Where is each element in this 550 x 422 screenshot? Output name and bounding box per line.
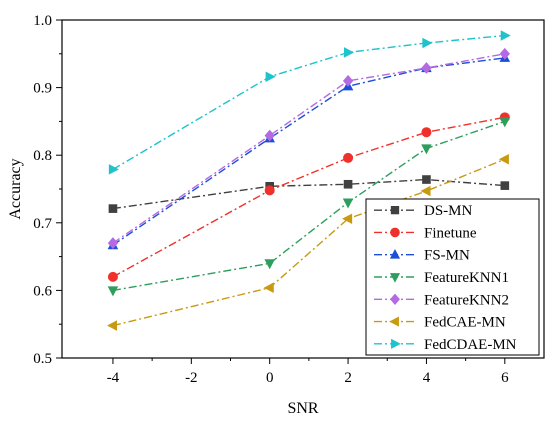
data-point <box>343 179 353 189</box>
data-point <box>421 144 432 155</box>
data-point <box>108 164 119 175</box>
y-axis-title: Accuracy <box>7 158 24 219</box>
x-tick-label: -4 <box>107 370 120 386</box>
data-point <box>422 175 431 184</box>
x-tick-label: 4 <box>423 370 431 386</box>
data-point <box>498 153 509 165</box>
data-point <box>265 71 276 83</box>
x-axis-title: SNR <box>287 400 318 417</box>
data-point <box>263 282 274 293</box>
data-point <box>342 213 353 225</box>
y-tick-label: 0.5 <box>33 351 52 367</box>
data-point <box>420 185 431 197</box>
y-tick-label: 0.9 <box>33 81 52 97</box>
legend-marker <box>389 249 401 259</box>
data-point <box>500 181 510 190</box>
y-tick-label: 1.0 <box>33 13 52 29</box>
legend-label: FeatureKNN1 <box>424 270 509 286</box>
legend-marker <box>389 316 399 327</box>
legend-label: FedCDAE-MN <box>424 337 517 353</box>
data-point <box>421 62 432 74</box>
x-tick-label: 0 <box>266 370 274 386</box>
data-point <box>107 271 118 282</box>
data-point <box>422 37 433 49</box>
legend-item: Finetune <box>374 225 477 241</box>
legend-item: FS-MN <box>374 248 470 264</box>
legend-marker <box>391 338 401 349</box>
data-point <box>264 129 275 142</box>
data-point <box>343 47 354 58</box>
data-point <box>499 47 510 60</box>
legend-label: FS-MN <box>424 248 470 264</box>
legend-label: DS-MN <box>424 203 473 219</box>
legend-item: FedCDAE-MN <box>374 337 517 353</box>
legend-item: FedCAE-MN <box>374 315 506 331</box>
data-point <box>108 204 118 213</box>
data-point <box>499 117 511 128</box>
data-point <box>342 74 354 87</box>
legend-marker <box>389 273 401 283</box>
x-tick-label: 2 <box>344 370 352 386</box>
x-tick-label: 6 <box>501 370 509 386</box>
legend-item: DS-MN <box>374 203 473 219</box>
y-tick-label: 0.8 <box>33 148 52 164</box>
y-axis-ticks: 0.5 0.6 0.7 0.8 0.9 1.0 <box>33 13 62 367</box>
data-point <box>343 152 354 163</box>
legend-label: FedCAE-MN <box>424 315 506 331</box>
legend: DS-MN Finetune FS-MN FeatureKNN1 FeatureKNN2… <box>365 198 540 356</box>
legend-item: FeatureKNN1 <box>374 270 509 286</box>
data-point <box>264 185 275 196</box>
legend-item: FeatureKNN2 <box>374 292 509 308</box>
data-point <box>421 127 432 138</box>
y-tick-label: 0.7 <box>33 216 52 232</box>
legend-marker <box>390 293 400 305</box>
data-point <box>500 30 511 41</box>
data-point <box>264 259 275 270</box>
data-point <box>107 320 118 331</box>
series-line <box>112 158 506 327</box>
plot-markers <box>107 30 511 331</box>
legend-marker <box>390 227 400 238</box>
data-point <box>107 286 119 297</box>
legend-label: FeatureKNN2 <box>424 292 509 308</box>
x-tick-label: -2 <box>185 370 198 386</box>
legend-label: Finetune <box>424 225 477 241</box>
legend-marker <box>390 206 400 215</box>
data-point <box>107 237 119 249</box>
y-tick-label: 0.6 <box>33 283 52 299</box>
series-line <box>112 53 505 244</box>
series-line <box>112 34 505 170</box>
data-point <box>342 198 354 209</box>
x-axis-ticks: -4 -2 0 2 4 6 <box>107 358 509 386</box>
